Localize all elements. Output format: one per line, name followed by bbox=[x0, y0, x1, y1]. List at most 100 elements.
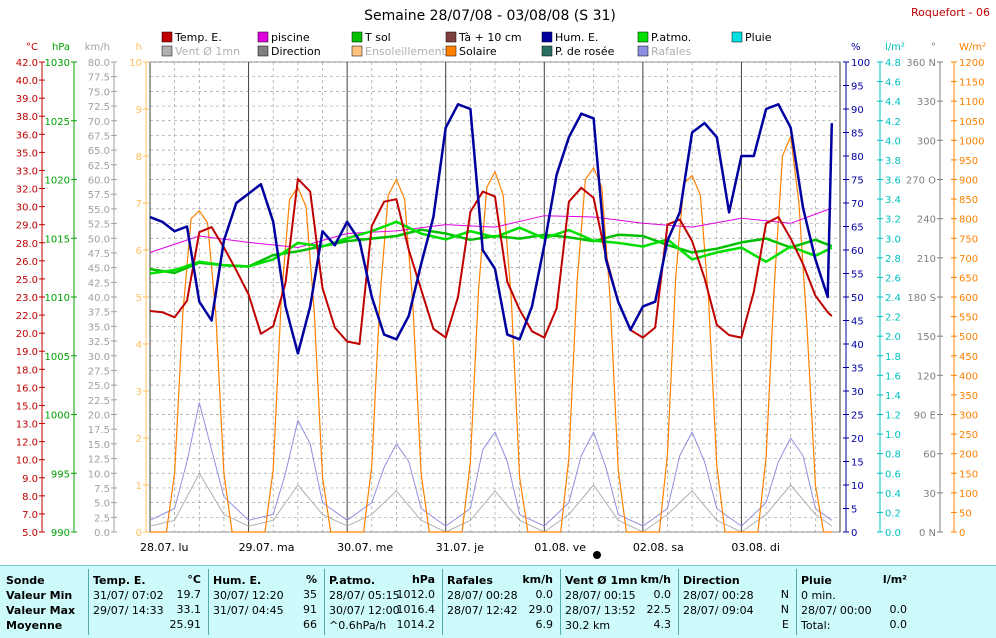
solar-axis-unit: W/m² bbox=[959, 42, 986, 53]
humidity-axis-tick-label: 10 bbox=[851, 481, 864, 492]
stats-hum-unit: % bbox=[306, 573, 317, 586]
humidity-axis-tick-label: 75 bbox=[851, 176, 864, 187]
stats-direction-value: N bbox=[781, 603, 789, 616]
legend-swatch bbox=[258, 46, 268, 56]
legend-label: Pluie bbox=[745, 31, 772, 44]
temp-axis-tick-label: 9.0 bbox=[22, 474, 38, 485]
x-tick-label: 28.07. lu bbox=[140, 541, 189, 554]
legend-swatch bbox=[446, 32, 456, 42]
wind-axis-tick-label: 75.0 bbox=[88, 87, 110, 98]
wind-axis-tick-label: 42.5 bbox=[88, 278, 110, 289]
stats-pluie-value: 0.0 bbox=[890, 603, 908, 616]
stats-vent-value: 0.0 bbox=[654, 588, 672, 601]
temp-axis-tick-label: 38.0 bbox=[16, 112, 38, 123]
wind-axis-tick-label: 35.0 bbox=[88, 322, 110, 333]
wind-axis-tick-label: 40.0 bbox=[88, 293, 110, 304]
solar-axis-tick-label: 750 bbox=[959, 234, 978, 245]
pressure-axis-tick-label: 990 bbox=[51, 528, 70, 539]
legend-label: Tà + 10 cm bbox=[458, 31, 522, 44]
direction-axis-tick-label: 360 N bbox=[906, 58, 936, 69]
legend-label: Vent Ø 1mn bbox=[175, 45, 240, 58]
direction-axis-tick-label: 180 S bbox=[907, 293, 936, 304]
legend-swatch bbox=[162, 46, 172, 56]
direction-axis-tick-label: 240 bbox=[917, 215, 936, 226]
stats-pluie-time: 28/07/ 00:00 bbox=[801, 603, 872, 618]
x-tick-label: 29.07. ma bbox=[239, 541, 295, 554]
humidity-axis-tick-label: 15 bbox=[851, 458, 864, 469]
temp-axis-tick-label: 29.0 bbox=[16, 221, 38, 232]
stats-vent-unit: km/h bbox=[640, 573, 671, 586]
legend-swatch bbox=[446, 46, 456, 56]
temp-axis-tick-label: 32.0 bbox=[16, 185, 38, 196]
rain-axis-tick-label: 1.2 bbox=[885, 411, 901, 422]
pressure-axis-tick-label: 1010 bbox=[45, 293, 70, 304]
stats-hum-time: 31/07/ 04:45 bbox=[213, 603, 284, 618]
legend-label: T sol bbox=[364, 31, 391, 44]
solar-axis-tick-label: 650 bbox=[959, 273, 978, 284]
sun-axis-tick-label: 3 bbox=[136, 387, 142, 398]
rain-axis-tick-label: 4.0 bbox=[885, 136, 901, 147]
rain-axis-tick-label: 4.2 bbox=[885, 117, 901, 128]
solar-axis-tick-label: 250 bbox=[959, 430, 978, 441]
wind-axis-tick-label: 70.0 bbox=[88, 117, 110, 128]
rain-axis-tick-label: 2.4 bbox=[885, 293, 901, 304]
temp-axis-tick-label: 22.0 bbox=[16, 311, 38, 322]
wind-axis-tick-label: 60.0 bbox=[88, 176, 110, 187]
legend-swatch bbox=[732, 32, 742, 42]
rain-axis-tick-label: 2.0 bbox=[885, 332, 901, 343]
humidity-axis-tick-label: 100 bbox=[851, 58, 870, 69]
stats-pluie-unit: l/m² bbox=[883, 573, 907, 586]
stats-hum-title: Hum. E. bbox=[213, 573, 261, 588]
humidity-axis-tick-label: 5 bbox=[851, 505, 857, 516]
wind-axis-tick-label: 32.5 bbox=[88, 337, 110, 348]
pressure-axis-unit: hPa bbox=[52, 42, 70, 53]
wind-axis-tick-label: 2.5 bbox=[94, 513, 110, 524]
wind-axis-tick-label: 30.0 bbox=[88, 352, 110, 363]
pressure-axis-tick-label: 1000 bbox=[45, 411, 70, 422]
solar-axis-tick-label: 400 bbox=[959, 371, 978, 382]
sun-axis-tick-label: 4 bbox=[136, 340, 142, 351]
rain-axis-unit: l/m² bbox=[885, 42, 905, 53]
humidity-axis-tick-label: 95 bbox=[851, 82, 864, 93]
rain-axis-tick-label: 1.6 bbox=[885, 371, 901, 382]
legend-swatch bbox=[638, 46, 648, 56]
wind-axis-tick-label: 50.0 bbox=[88, 234, 110, 245]
wind-axis-tick-label: 57.5 bbox=[88, 190, 110, 201]
legend-swatch bbox=[542, 32, 552, 42]
stats-direction-title: Direction bbox=[683, 573, 740, 588]
legend-label: Direction bbox=[271, 45, 321, 58]
temp-axis-unit: °C bbox=[26, 42, 38, 53]
stats-pluie-time: Total: bbox=[801, 618, 830, 633]
humidity-axis-tick-label: 65 bbox=[851, 223, 864, 234]
direction-axis-tick-label: 270 O bbox=[906, 176, 936, 187]
rain-axis-tick-label: 0.6 bbox=[885, 469, 901, 480]
stats-rafales-value: 0.0 bbox=[536, 588, 554, 601]
humidity-axis-tick-label: 50 bbox=[851, 293, 864, 304]
stats-patmo-value: 1016.4 bbox=[397, 603, 436, 616]
temp-axis-tick-label: 15.0 bbox=[16, 401, 38, 412]
rain-axis-tick-label: 0.8 bbox=[885, 450, 901, 461]
humidity-axis-tick-label: 30 bbox=[851, 387, 864, 398]
chart-title: Semaine 28/07/08 - 03/08/08 (S 31) bbox=[364, 8, 616, 24]
rain-axis-tick-label: 0.0 bbox=[885, 528, 901, 539]
stats-direction-time: 28/07/ 09:04 bbox=[683, 603, 754, 618]
sun-axis-tick-label: 0 bbox=[136, 528, 142, 539]
sun-axis-tick-label: 1 bbox=[136, 481, 142, 492]
solar-axis-tick-label: 150 bbox=[959, 469, 978, 480]
wind-axis-tick-label: 62.5 bbox=[88, 161, 110, 172]
direction-axis-tick-label: 300 bbox=[917, 136, 936, 147]
rain-axis-tick-label: 4.6 bbox=[885, 78, 901, 89]
wind-axis-tick-label: 65.0 bbox=[88, 146, 110, 157]
solar-axis-tick-label: 900 bbox=[959, 176, 978, 187]
stats-pluie-title: Pluie bbox=[801, 573, 832, 588]
stats-min-label: Valeur Min bbox=[6, 588, 72, 603]
stats-temp-time: 29/07/ 14:33 bbox=[93, 603, 164, 618]
humidity-axis-tick-label: 80 bbox=[851, 152, 864, 163]
rain-axis-tick-label: 3.4 bbox=[885, 195, 901, 206]
wind-axis-tick-label: 12.5 bbox=[88, 455, 110, 466]
solar-axis-tick-label: 200 bbox=[959, 450, 978, 461]
